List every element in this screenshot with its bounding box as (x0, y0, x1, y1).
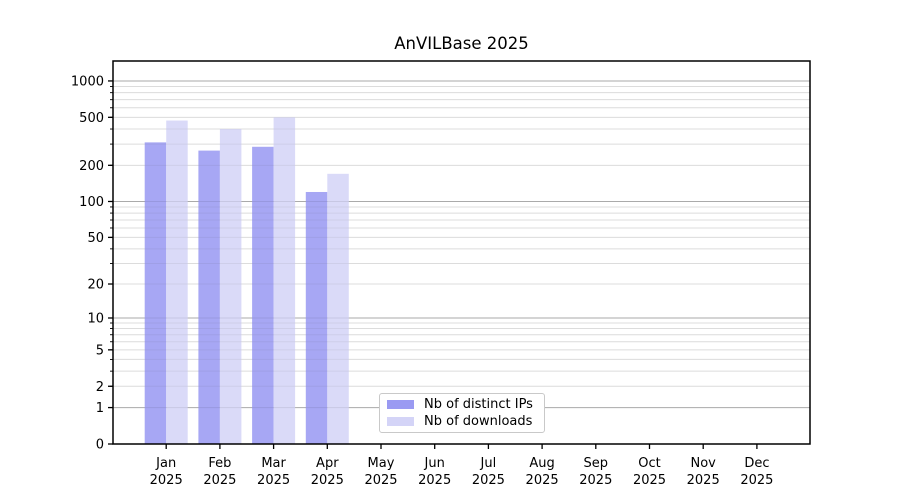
legend-swatch-downloads (387, 417, 414, 426)
bar-nb-of-downloads-feb (219, 129, 242, 444)
x-tick-label-year-apr: 2025 (311, 473, 344, 488)
legend: Nb of distinct IPs Nb of downloads (379, 393, 545, 433)
legend-swatch-distinct-ips (387, 400, 414, 409)
y-tick-label-2: 2 (96, 380, 104, 395)
bar-nb-of-distinct-ips-jan (144, 142, 167, 445)
axes-spines (112, 60, 811, 445)
y-tick-label-100: 100 (79, 195, 104, 210)
y-tick-label-50: 50 (87, 231, 104, 246)
x-tick-label-month-aug: Aug (529, 456, 554, 471)
x-tick-label-year-oct: 2025 (633, 473, 666, 488)
bar-nb-of-downloads-mar (273, 117, 296, 444)
x-tick-label-month-may: May (368, 456, 395, 471)
x-tick-label-month-mar: Mar (261, 456, 286, 471)
bar-nb-of-downloads-jan (166, 120, 188, 445)
legend-entry-downloads: Nb of downloads (387, 415, 544, 428)
y-tick-label-200: 200 (79, 159, 104, 174)
x-tick-label-year-mar: 2025 (257, 473, 290, 488)
x-tick-label-month-jul: Jul (480, 456, 497, 471)
x-tick-label-year-jul: 2025 (472, 473, 505, 488)
y-tick-label-1: 1 (96, 401, 104, 416)
y-tick-label-1000: 1000 (71, 74, 104, 89)
y-tick-label-10: 10 (87, 311, 104, 326)
x-tick-label-month-oct: Oct (638, 456, 660, 471)
legend-label-downloads: Nb of downloads (424, 414, 533, 429)
y-tick-label-5: 5 (96, 343, 104, 358)
x-tick-label-year-sep: 2025 (579, 473, 612, 488)
x-tick-label-month-jun: Jun (424, 456, 445, 471)
y-tick-label-500: 500 (79, 111, 104, 126)
legend-label-distinct-ips: Nb of distinct IPs (424, 397, 533, 412)
x-tick-label-month-feb: Feb (208, 456, 231, 471)
x-tick-label-year-may: 2025 (364, 473, 397, 488)
bar-nb-of-distinct-ips-apr (305, 191, 328, 444)
x-tick-label-month-jan: Jan (155, 456, 176, 471)
bar-nb-of-distinct-ips-mar (252, 146, 274, 444)
bar-nb-of-downloads-apr (327, 173, 349, 444)
x-tick-label-year-jan: 2025 (150, 473, 183, 488)
bar-nb-of-distinct-ips-feb (198, 150, 220, 444)
x-tick-label-year-aug: 2025 (526, 473, 559, 488)
y-tick-label-0: 0 (96, 438, 104, 453)
x-tick-label-year-dec: 2025 (740, 473, 773, 488)
x-tick-label-year-jun: 2025 (418, 473, 451, 488)
chart-title: AnVILBase 2025 (394, 34, 529, 53)
x-tick-label-month-apr: Apr (316, 456, 339, 471)
x-tick-label-year-nov: 2025 (687, 473, 720, 488)
legend-entry-distinct-ips: Nb of distinct IPs (387, 398, 544, 411)
x-tick-label-year-feb: 2025 (203, 473, 236, 488)
x-tick-label-month-nov: Nov (691, 456, 717, 471)
y-tick-label-20: 20 (87, 278, 104, 293)
x-tick-label-month-dec: Dec (744, 456, 769, 471)
x-tick-label-month-sep: Sep (584, 456, 609, 471)
